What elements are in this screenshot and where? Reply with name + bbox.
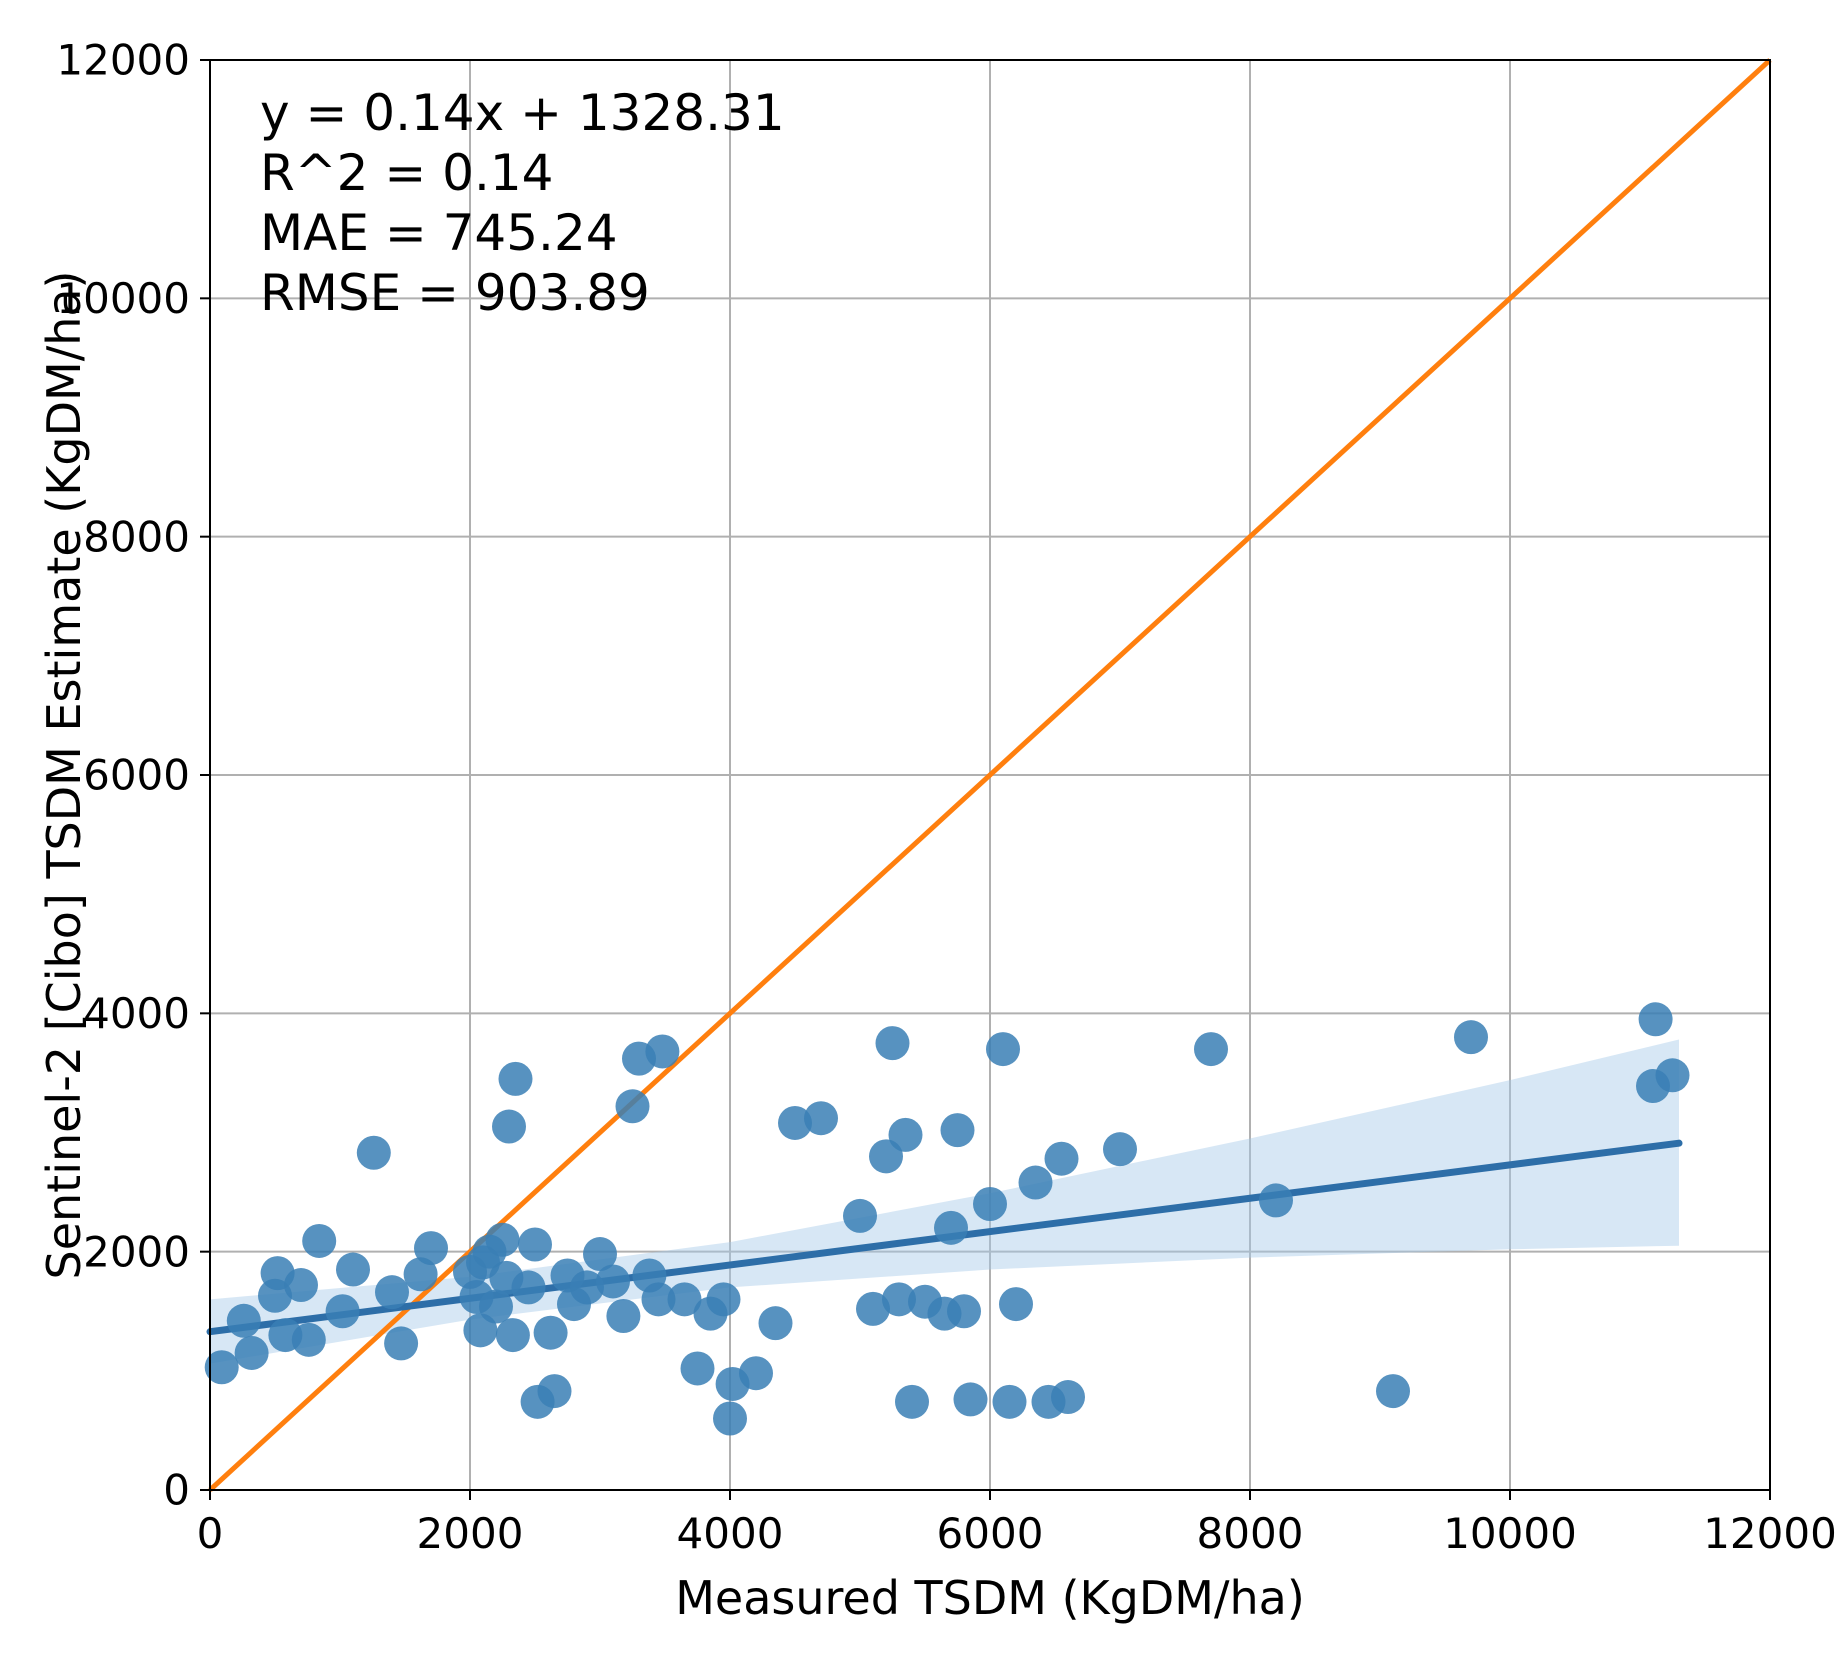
data-point: [739, 1356, 773, 1390]
data-point: [326, 1294, 360, 1328]
data-point: [1045, 1142, 1079, 1176]
x-tick-label: 12000: [1703, 1509, 1837, 1558]
data-point: [496, 1318, 530, 1352]
data-point: [1019, 1166, 1053, 1200]
stats-line: MAE = 745.24: [260, 204, 618, 262]
data-point: [876, 1026, 910, 1060]
data-point: [1194, 1032, 1228, 1066]
data-point: [512, 1270, 546, 1304]
data-point: [999, 1287, 1033, 1321]
data-point: [804, 1101, 838, 1135]
data-point: [941, 1113, 975, 1147]
x-tick-label: 4000: [677, 1509, 784, 1558]
data-point: [1656, 1058, 1690, 1092]
data-point: [302, 1224, 336, 1258]
x-tick-label: 6000: [937, 1509, 1044, 1558]
data-point: [986, 1032, 1020, 1066]
data-point: [414, 1231, 448, 1265]
data-point: [1051, 1380, 1085, 1414]
stats-line: RMSE = 903.89: [260, 264, 650, 322]
x-tick-label: 0: [197, 1509, 224, 1558]
data-point: [292, 1323, 326, 1357]
data-point: [645, 1034, 679, 1068]
data-point: [616, 1089, 650, 1123]
data-point: [596, 1264, 630, 1298]
data-point: [518, 1228, 552, 1262]
y-tick-label: 0: [163, 1466, 190, 1515]
data-point: [284, 1268, 318, 1302]
data-point: [357, 1136, 391, 1170]
data-point: [227, 1304, 261, 1338]
x-tick-label: 10000: [1443, 1509, 1577, 1558]
stats-line: R^2 = 0.14: [260, 144, 553, 202]
data-point: [954, 1382, 988, 1416]
data-point: [889, 1118, 923, 1152]
y-tick-label: 8000: [83, 512, 190, 561]
y-tick-label: 4000: [83, 989, 190, 1038]
y-axis-label: Sentinel-2 [Cibo] TSDM Estimate (KgDM/ha…: [37, 271, 91, 1280]
data-point: [499, 1062, 533, 1096]
data-point: [973, 1187, 1007, 1221]
data-point: [1259, 1183, 1293, 1217]
stats-line: y = 0.14x + 1328.31: [260, 84, 785, 142]
data-point: [384, 1326, 418, 1360]
data-point: [375, 1275, 409, 1309]
data-point: [1454, 1020, 1488, 1054]
data-point: [1639, 1002, 1673, 1036]
data-point: [1376, 1374, 1410, 1408]
data-point: [759, 1306, 793, 1340]
data-point: [1103, 1132, 1137, 1166]
data-point: [681, 1351, 715, 1385]
x-tick-label: 2000: [417, 1509, 524, 1558]
x-axis-label: Measured TSDM (KgDM/ha): [675, 1571, 1305, 1625]
data-point: [713, 1402, 747, 1436]
y-tick-label: 2000: [83, 1227, 190, 1276]
data-point: [538, 1374, 572, 1408]
data-point: [492, 1110, 526, 1144]
data-point: [895, 1385, 929, 1419]
data-point: [534, 1316, 568, 1350]
data-point: [606, 1299, 640, 1333]
data-point: [843, 1199, 877, 1233]
data-point: [934, 1211, 968, 1245]
data-point: [235, 1336, 269, 1370]
data-point: [993, 1385, 1027, 1419]
data-point: [947, 1294, 981, 1328]
data-point: [707, 1282, 741, 1316]
y-tick-label: 12000: [56, 36, 190, 85]
scatter-chart: 0 2000 4000 6000 8000 10000 12000 0 2000 4000 6000…: [0, 0, 1846, 1675]
data-point: [486, 1223, 520, 1257]
y-tick-label: 6000: [83, 751, 190, 800]
x-tick-label: 8000: [1197, 1509, 1304, 1558]
data-point: [336, 1253, 370, 1287]
figure: 0 2000 4000 6000 8000 10000 12000 0 2000 4000 6000…: [0, 0, 1846, 1675]
